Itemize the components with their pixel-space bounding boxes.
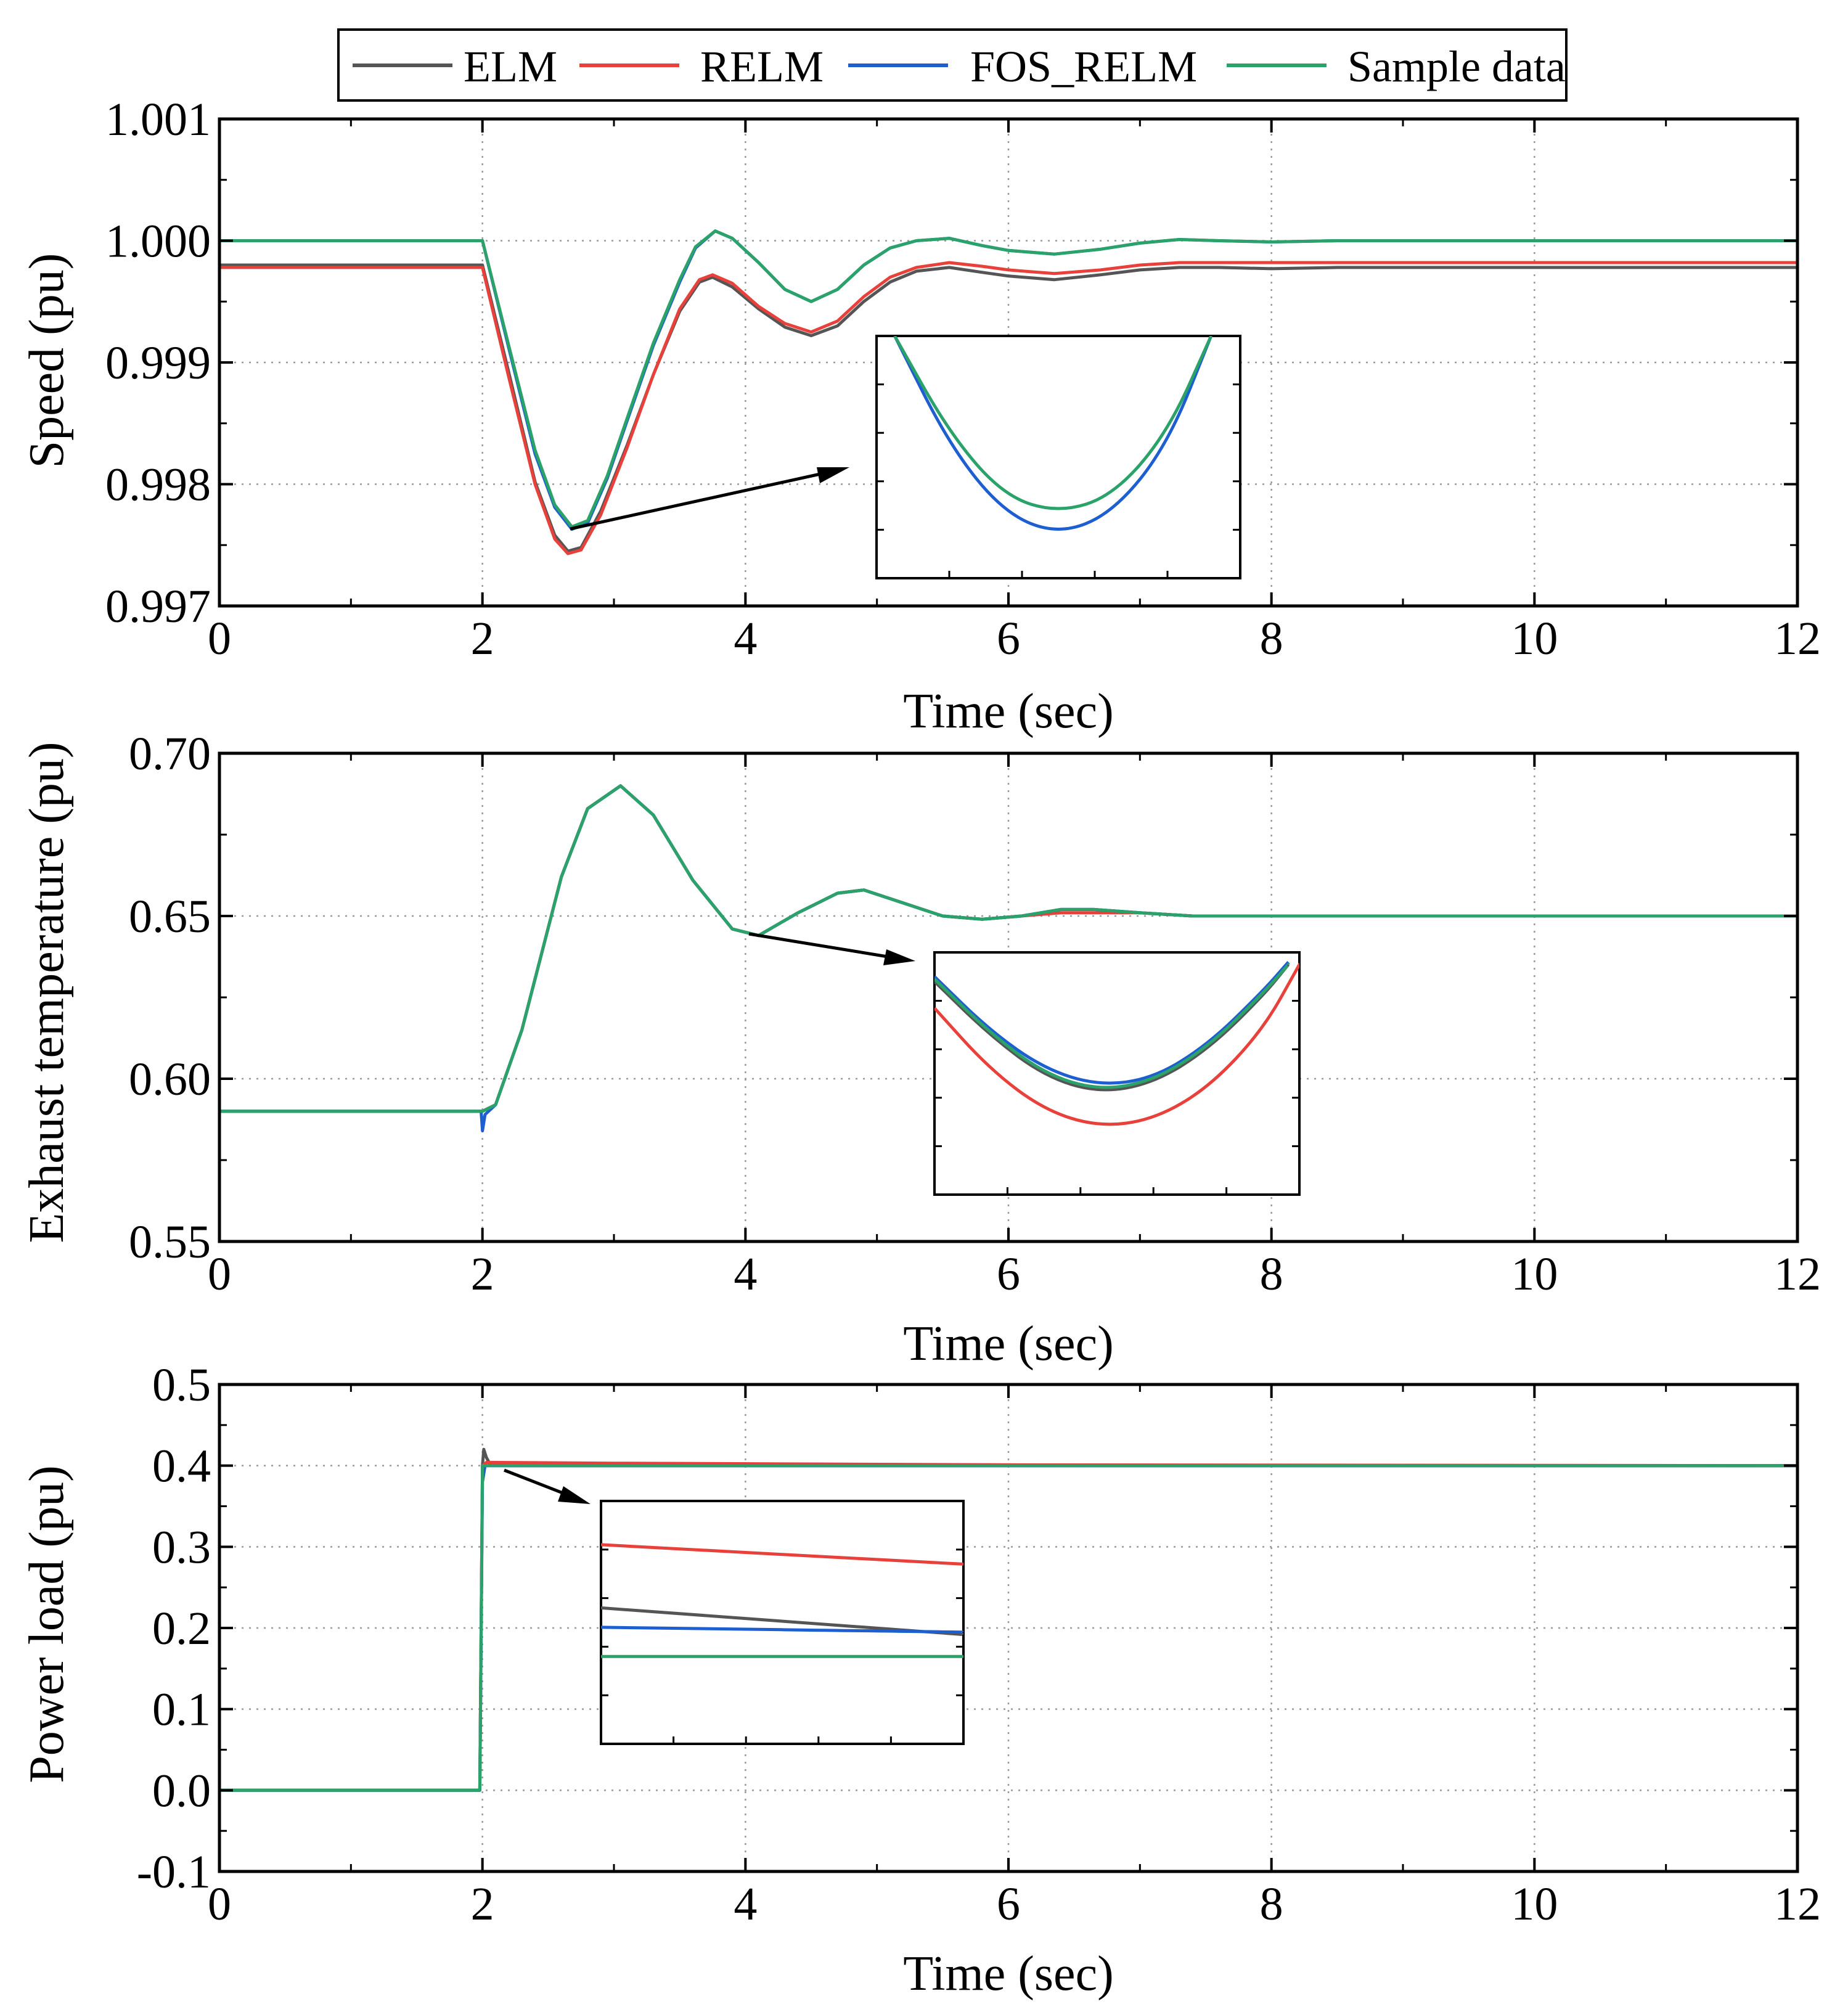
inset-plot (601, 1543, 963, 1658)
legend-label-elm: ELM (464, 42, 557, 91)
x-tick-label: 0 (208, 1878, 231, 1930)
x-tick-label: 0 (208, 613, 231, 665)
legend-frame (337, 28, 1568, 102)
x-tick-label: 2 (471, 1248, 494, 1300)
series-line-sample-data (219, 784, 1797, 1113)
x-tick-label: 4 (734, 1248, 757, 1300)
y-tick-label: 0.65 (129, 891, 211, 943)
x-tick-label: 10 (1511, 1248, 1558, 1300)
y-tick-label: 0.60 (129, 1053, 211, 1105)
x-tick-label: 2 (471, 613, 494, 665)
x-tick-label: 10 (1511, 613, 1558, 665)
legend-label-fos-relm: FOS_RELM (970, 42, 1197, 91)
x-tick-label: 12 (1774, 1878, 1821, 1930)
y-axis-title: Exhaust temperature (pu) (20, 742, 74, 1243)
y-tick-label: 0.999 (105, 337, 211, 389)
y-axis-title: Power load (pu) (20, 1465, 74, 1783)
inset-line-fos-relm (934, 961, 1290, 1085)
zoom-arrowhead (883, 949, 915, 965)
panel-power: 0 2 4 6 8 10 12 -0.1 0.0 0.1 0.2 0.3 0.4 0.5 Time (se… (20, 1359, 1821, 2001)
zoom-arrow (570, 472, 824, 531)
x-tick-label: 8 (1260, 1878, 1283, 1930)
series-line-sample-data (219, 229, 1797, 529)
inset-line-fos-relm (893, 336, 1213, 531)
y-axis-title: Speed (pu) (20, 253, 74, 468)
y-tick-label: -0.1 (137, 1846, 211, 1898)
inset-line-sample-data (893, 336, 1213, 510)
inset-frame (933, 951, 1301, 1196)
legend-label-relm: RELM (700, 42, 824, 91)
x-tick-label: 8 (1260, 1248, 1283, 1300)
series-line-sample-data (219, 1464, 1797, 1792)
x-tick-label: 12 (1774, 1248, 1821, 1300)
x-tick-label: 8 (1260, 613, 1283, 665)
x-tick-label: 4 (734, 613, 757, 665)
panel-speed: 0 2 4 6 8 10 12 0.997 0.998 0.999 1.000 1.001 Time … (20, 94, 1821, 738)
inset-line-relm (934, 963, 1299, 1126)
zoom-arrowhead (817, 467, 849, 483)
zoom-arrowhead (558, 1486, 591, 1504)
inset-line-fos-relm (601, 1626, 963, 1634)
y-tick-label: 1.001 (105, 94, 211, 145)
zoom-arrow (748, 932, 888, 959)
series-line-relm (219, 261, 1797, 555)
x-tick-label: 6 (997, 1248, 1020, 1300)
x-tick-label: 12 (1774, 613, 1821, 665)
zoom-arrow (504, 1468, 566, 1496)
y-tick-label: 0.4 (152, 1441, 211, 1492)
y-tick-label: 0.3 (152, 1521, 211, 1573)
x-axis-title: Time (sec) (903, 1317, 1113, 1371)
inset-line-relm (601, 1543, 963, 1566)
inset-plot (934, 961, 1299, 1126)
y-tick-label: 0.1 (152, 1684, 211, 1736)
legend: ELM RELM FOS_RELM Sample data (337, 28, 1568, 102)
y-tick-label: 0.5 (152, 1359, 211, 1411)
panel-exhaust: 0 2 4 6 8 10 12 0.55 0.60 0.65 0.70 Time (sec) Exh… (20, 728, 1821, 1371)
x-tick-label: 6 (997, 613, 1020, 665)
x-tick-label: 10 (1511, 1878, 1558, 1930)
y-tick-label: 0.70 (129, 728, 211, 780)
y-tick-label: 0.997 (105, 581, 211, 632)
x-tick-label: 4 (734, 1878, 757, 1930)
y-tick-label: 0.55 (129, 1216, 211, 1268)
x-tick-label: 2 (471, 1878, 494, 1930)
y-tick-label: 0.2 (152, 1603, 211, 1654)
x-axis-title: Time (sec) (903, 1947, 1113, 2001)
inset-plot (893, 336, 1213, 531)
y-tick-label: 0.0 (152, 1765, 211, 1817)
x-axis-title: Time (sec) (903, 684, 1113, 738)
x-tick-label: 6 (997, 1878, 1020, 1930)
series-line-elm (219, 1447, 1797, 1792)
x-tick-label: 0 (208, 1248, 231, 1300)
y-tick-label: 1.000 (105, 216, 211, 268)
series-line-elm (219, 263, 1797, 553)
inset-line-sample-data (934, 963, 1290, 1089)
y-tick-label: 0.998 (105, 459, 211, 511)
inset-frame (875, 335, 1241, 579)
legend-label-sample-data: Sample data (1347, 42, 1566, 91)
